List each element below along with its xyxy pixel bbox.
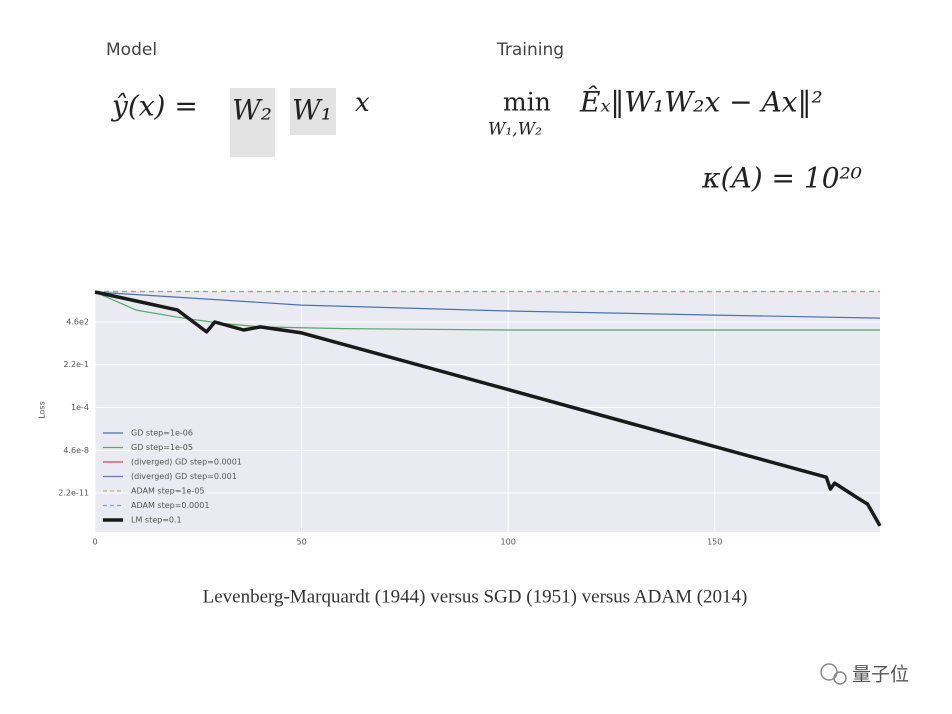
objective: Êₓ‖W₁W₂x − Ax‖² bbox=[579, 86, 823, 119]
x-tick-label: 150 bbox=[707, 538, 722, 547]
y-axis-label: Loss bbox=[38, 401, 47, 419]
legend-label: LM step=0.1 bbox=[131, 516, 182, 525]
w1-highlight bbox=[290, 88, 336, 135]
y-tick-label: 1e-4 bbox=[71, 403, 89, 412]
model-w1: W₁ bbox=[292, 94, 332, 127]
x-tick-label: 50 bbox=[296, 538, 306, 547]
legend-label: ADAM step=0.0001 bbox=[131, 501, 209, 510]
model-label: Model bbox=[106, 40, 157, 60]
condition-number: κ(A) = 10²⁰ bbox=[701, 162, 862, 195]
x-tick-label: 0 bbox=[92, 538, 97, 547]
training-label: Training bbox=[496, 40, 564, 60]
w2-highlight bbox=[230, 88, 275, 157]
legend-label: GD step=1e-05 bbox=[131, 443, 193, 452]
legend-label: (diverged) GD step=0.0001 bbox=[131, 458, 242, 467]
caption: Levenberg-Marquardt (1944) versus SGD (1… bbox=[203, 586, 748, 607]
model-w2: W₂ bbox=[232, 94, 272, 127]
model-x: x bbox=[355, 88, 370, 118]
watermark: 量子位 bbox=[852, 664, 909, 686]
y-tick-label: 4.6e2 bbox=[66, 318, 89, 327]
y-tick-label: 2.2e-11 bbox=[58, 488, 89, 497]
x-tick-label: 100 bbox=[501, 538, 516, 547]
min-subscript: W₁,W₂ bbox=[488, 120, 542, 140]
legend-label: GD step=1e-06 bbox=[131, 429, 193, 438]
series-line bbox=[94, 290, 882, 527]
y-tick-label: 2.2e-1 bbox=[63, 360, 89, 369]
legend-label: (diverged) GD step=0.001 bbox=[131, 472, 237, 481]
plot-area bbox=[95, 291, 880, 532]
y-tick-label: 4.6e-8 bbox=[63, 446, 89, 455]
series-line bbox=[94, 291, 881, 319]
watermark-icon bbox=[820, 663, 847, 685]
min-operator: min bbox=[503, 88, 551, 117]
plot: 2.2e-11 4.6e-8 1e-4 2.2e-1 4.6e2 0 50 100 150 Los… bbox=[38, 290, 882, 547]
legend-label: ADAM step=1e-05 bbox=[131, 487, 205, 496]
model-lhs: ŷ(x) = bbox=[110, 90, 198, 123]
